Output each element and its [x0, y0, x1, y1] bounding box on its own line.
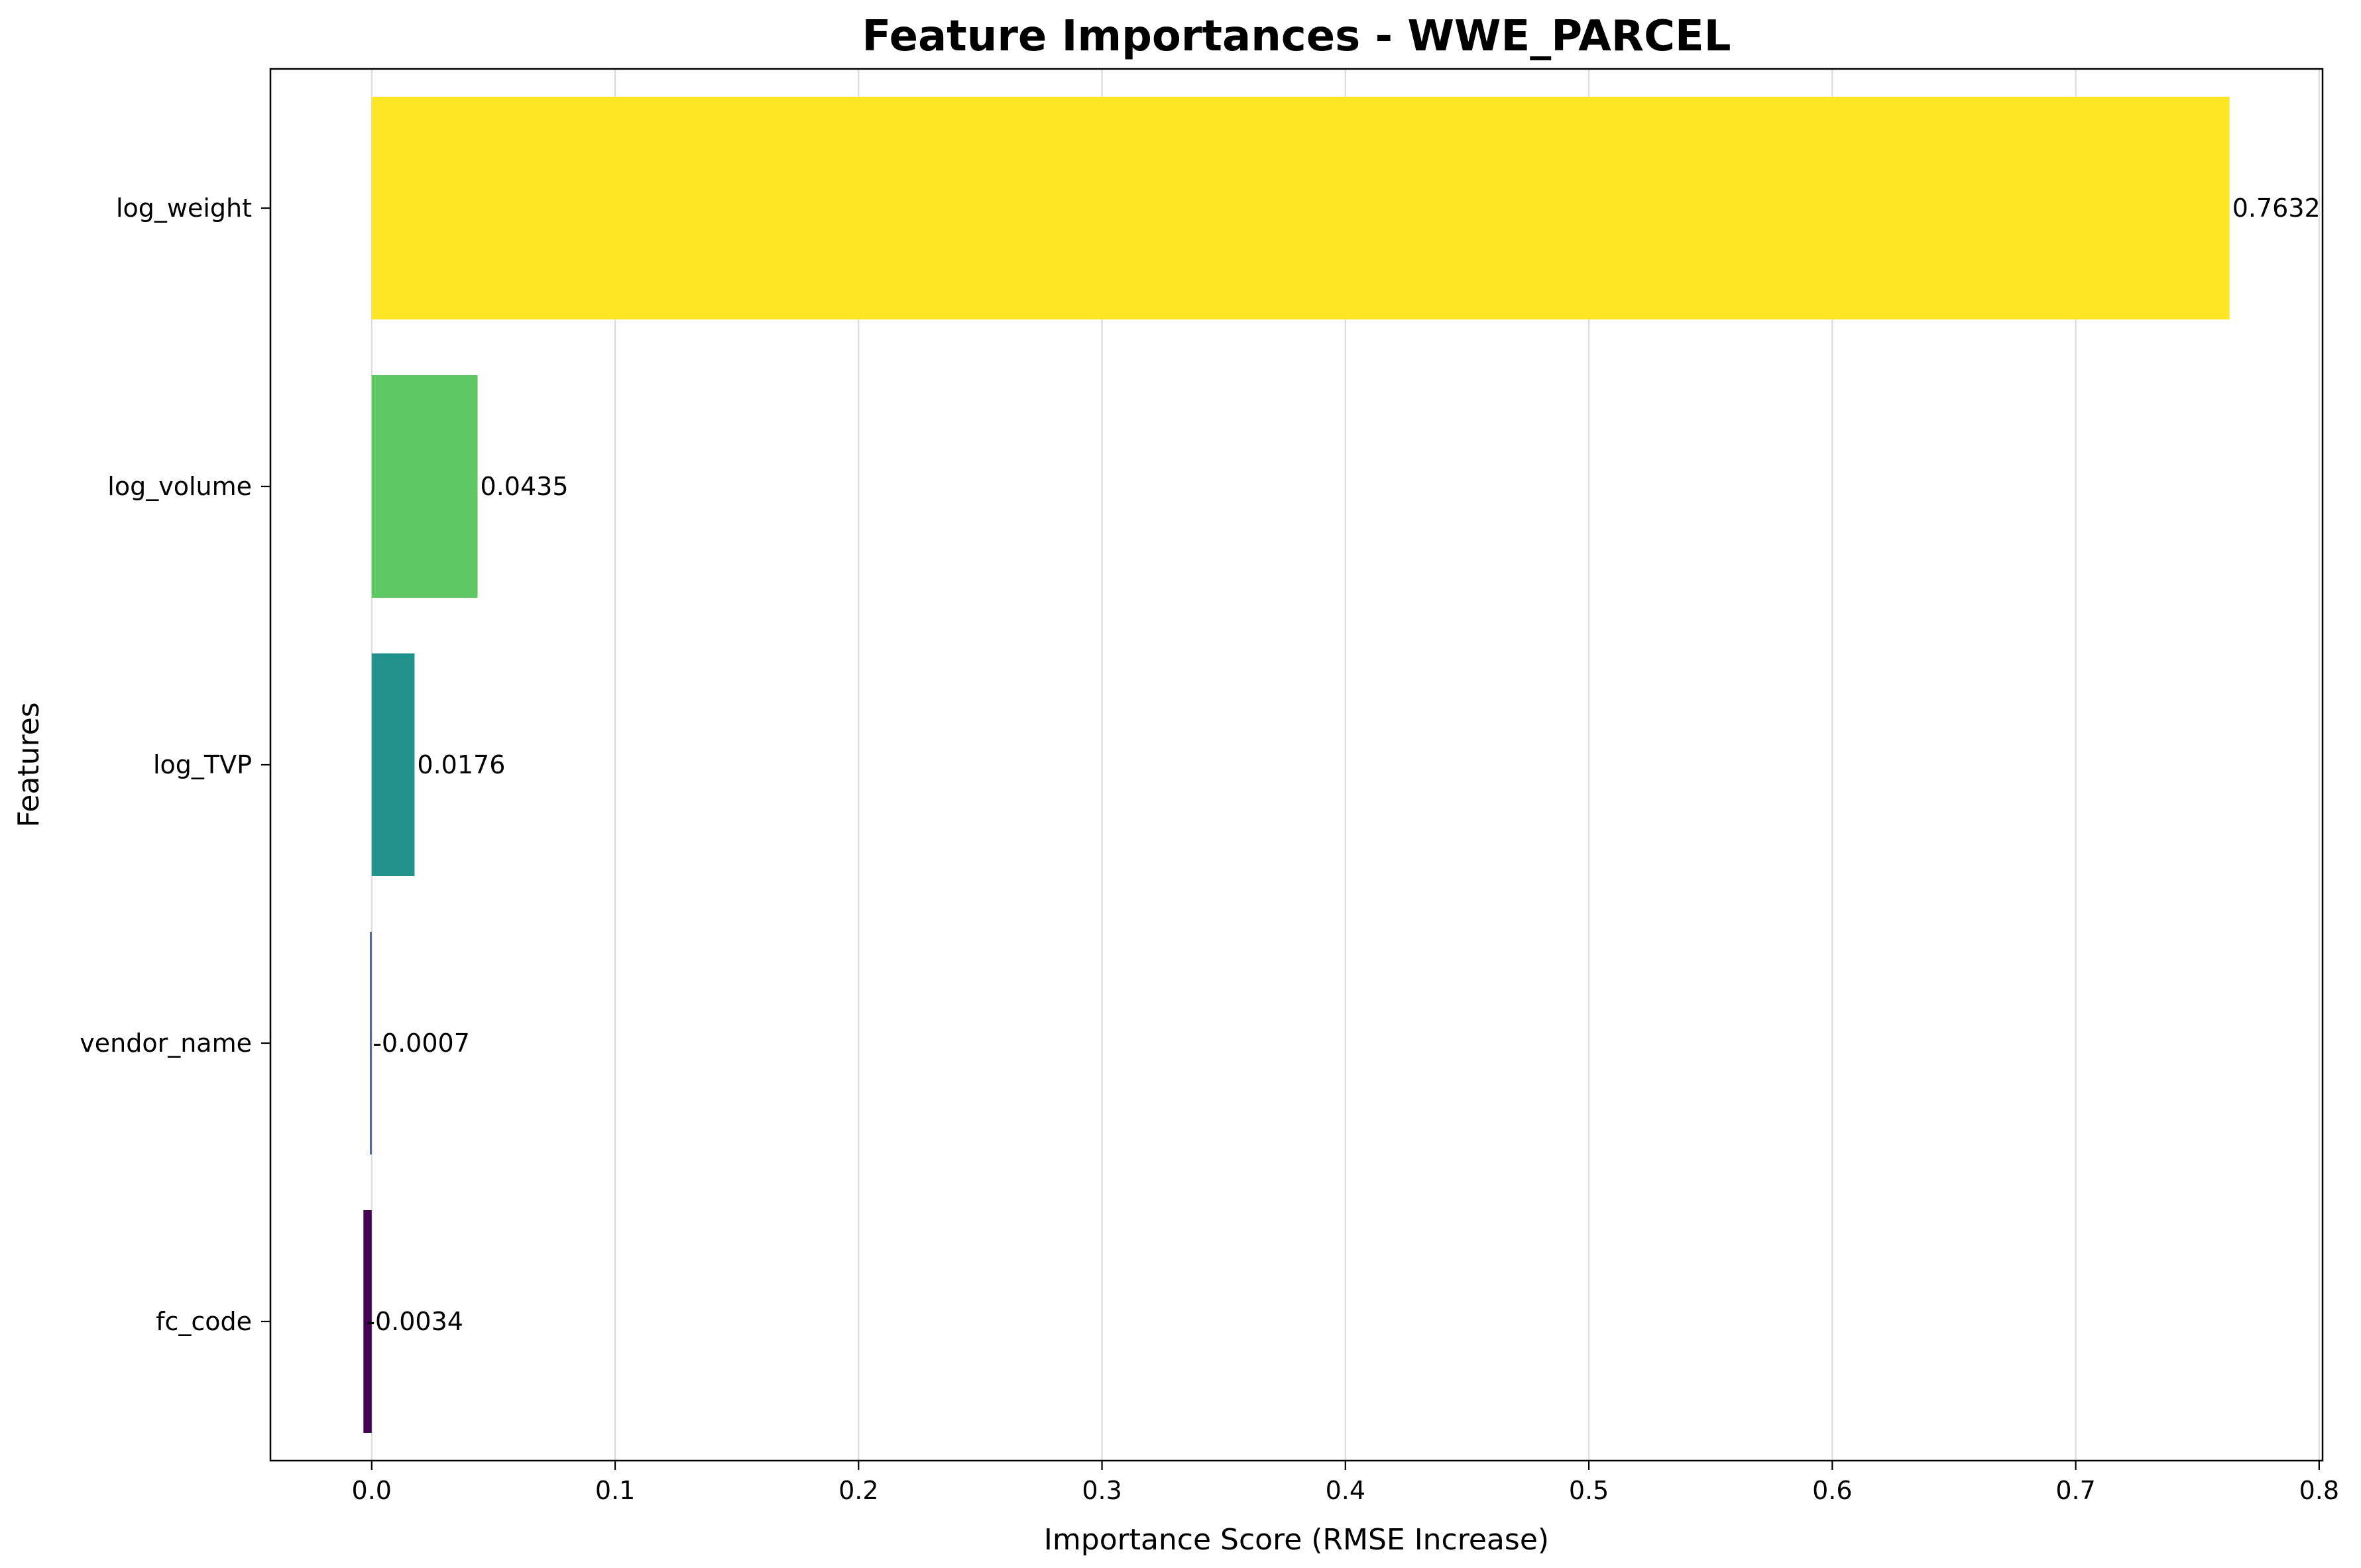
x-axis-label: Importance Score (RMSE Increase)	[1044, 1523, 1549, 1557]
bar-vendor-name	[370, 932, 372, 1154]
bar-value-labels: 0.7632 0.0435 0.0176 -0.0007 -0.0034	[366, 194, 2320, 1336]
bar-log-volume	[371, 375, 478, 598]
x-tick-label: 0.5	[1569, 1476, 1609, 1505]
x-tick-label: 0.8	[2299, 1476, 2339, 1505]
bar-value-label: -0.0007	[373, 1029, 470, 1058]
bars	[363, 97, 2230, 1433]
x-tick-label: 0.3	[1082, 1476, 1122, 1505]
y-tick-label: fc_code	[156, 1307, 252, 1336]
bar-value-label: 0.0435	[481, 472, 569, 501]
x-tick-label: 0.7	[2055, 1476, 2095, 1505]
chart-title: Feature Importances - WWE_PARCEL	[862, 12, 1731, 61]
y-tick-label: log_weight	[116, 194, 252, 223]
bar-log-TVP	[371, 653, 415, 876]
bar-value-label: -0.0034	[366, 1307, 463, 1336]
bar-fc-code	[363, 1210, 372, 1433]
axis-ticks: 0.0 0.1 0.2 0.3 0.4 0.5 0.6 0.7 0.8 log_weightlog…	[80, 194, 2339, 1505]
y-tick-label: log_TVP	[153, 750, 252, 779]
x-tick-label: 0.6	[1812, 1476, 1852, 1505]
x-tick-label: 0.2	[838, 1476, 878, 1505]
y-tick-label: log_volume	[107, 472, 252, 501]
y-tick-label: vendor_name	[80, 1029, 252, 1058]
x-tick-label: 0.0	[352, 1476, 392, 1505]
y-axis-label: Features	[12, 702, 46, 827]
bar-value-label: 0.7632	[2232, 194, 2321, 223]
x-tick-label: 0.1	[595, 1476, 635, 1505]
bar-value-label: 0.0176	[417, 750, 505, 779]
bar-log-weight	[371, 97, 2230, 319]
x-tick-label: 0.4	[1326, 1476, 1365, 1505]
